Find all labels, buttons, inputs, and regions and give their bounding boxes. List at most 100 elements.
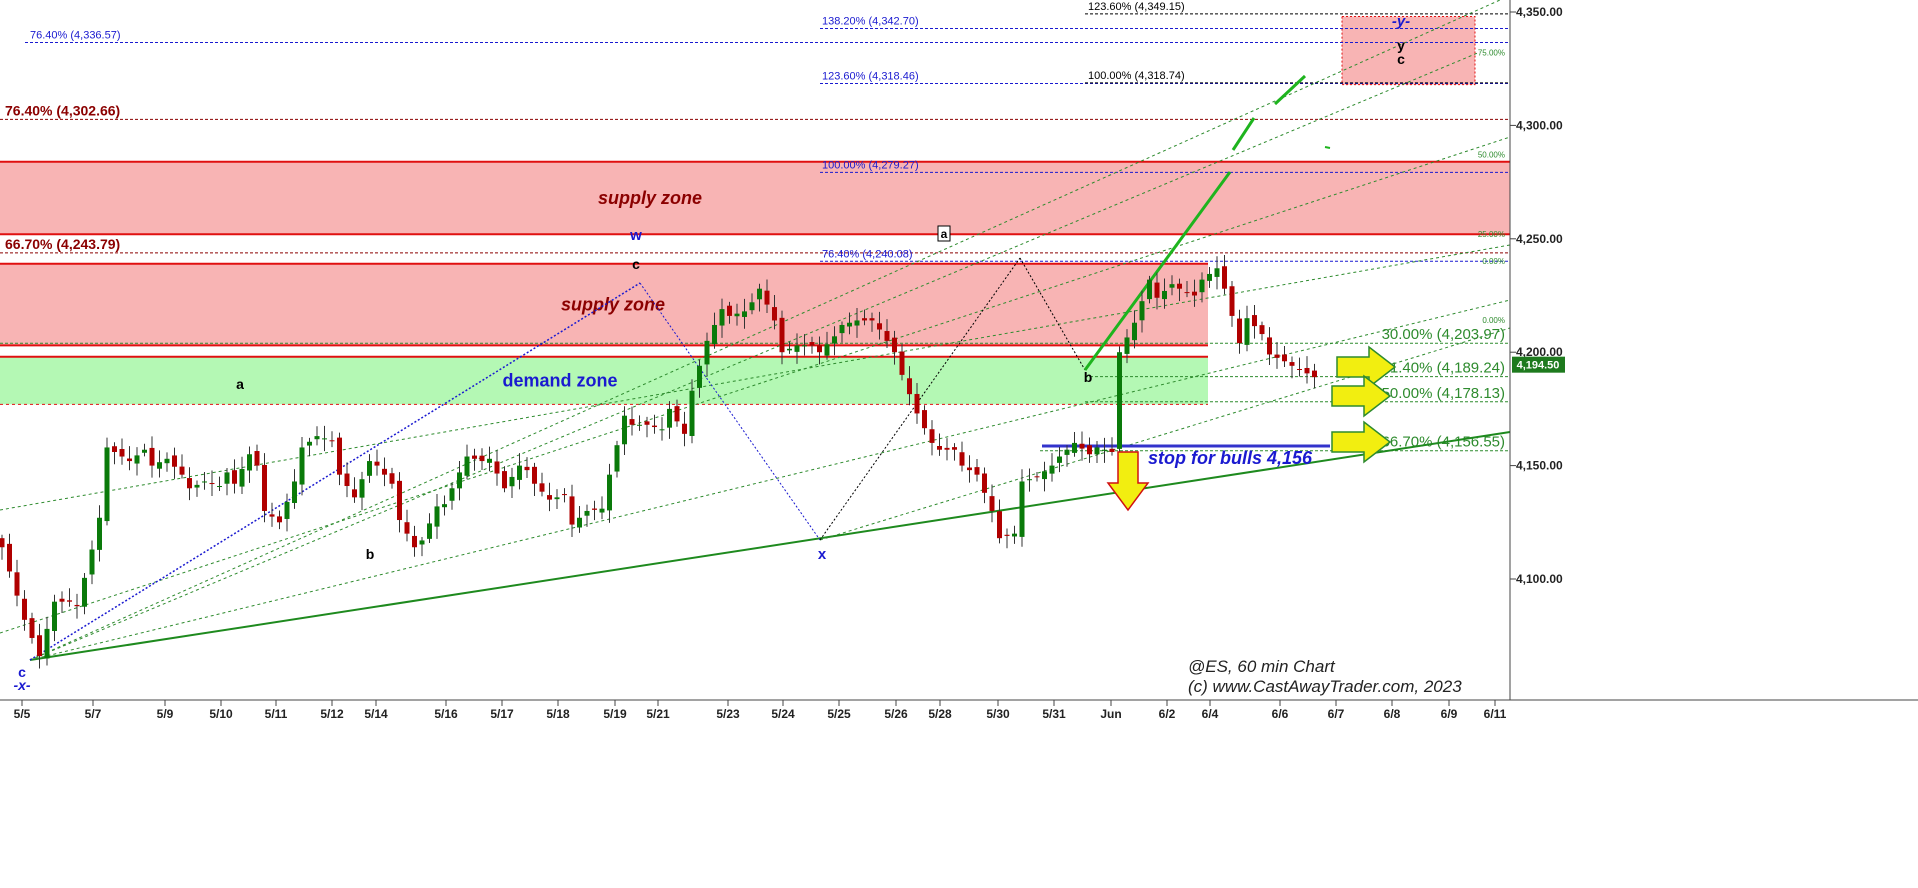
candle-body — [427, 523, 432, 539]
candle-body — [382, 468, 387, 475]
candle-body — [412, 535, 417, 548]
candle-body — [269, 514, 275, 517]
candle-body — [922, 410, 927, 429]
candle-body — [67, 600, 72, 602]
candle-body — [329, 440, 335, 442]
candle-body — [1124, 337, 1130, 354]
candle-body — [194, 484, 200, 488]
candle-body — [322, 438, 327, 440]
candle-body — [1222, 266, 1227, 289]
candle-body — [1072, 442, 1077, 453]
candle-body — [127, 458, 132, 462]
small-level-label: 25.00% — [1478, 230, 1505, 239]
candle-body — [592, 508, 597, 510]
x-tick-label: 5/12 — [320, 707, 344, 721]
x-tick-label: 5/9 — [157, 707, 174, 721]
wave-label: w — [629, 227, 642, 244]
candle-body — [1102, 449, 1107, 451]
wave-label: a — [236, 376, 244, 392]
candle-body — [839, 324, 845, 334]
fib-level-label: 50.00% (4,178.13) — [1382, 385, 1505, 402]
candle-body — [757, 288, 762, 300]
wave-label-box — [937, 225, 951, 242]
candle-body — [1289, 362, 1295, 366]
fib-level-label: 100.00% (4,318.74) — [1088, 70, 1185, 82]
candle-body — [644, 421, 650, 425]
candle-body — [659, 429, 665, 431]
candle-body — [1237, 318, 1242, 344]
candle-body — [584, 510, 590, 516]
x-tick-label: 6/8 — [1384, 707, 1401, 721]
candle-body — [869, 318, 875, 321]
candle-body — [1199, 279, 1205, 293]
candle-body — [187, 478, 192, 489]
candle-body — [419, 540, 425, 545]
last-price-label: 4,194.50 — [1517, 360, 1560, 372]
small-level-label: 0.00% — [1482, 316, 1505, 325]
candle-body — [397, 480, 402, 521]
x-tick-label: 5/11 — [265, 707, 288, 721]
candle-body — [959, 452, 965, 466]
candle-body — [914, 393, 920, 414]
candle-body — [1154, 282, 1160, 298]
candle-body — [277, 516, 282, 523]
candle-body — [1214, 268, 1220, 277]
fib-level-label: 138.20% (4,342.70) — [822, 16, 919, 28]
candle-body — [457, 472, 462, 489]
x-tick-label: 6/4 — [1202, 707, 1219, 721]
candle-body — [359, 479, 365, 498]
x-tick-label: Jun — [1100, 707, 1121, 721]
trend-line — [1231, 117, 1256, 151]
trend-line — [29, 431, 1511, 661]
candle-body — [787, 348, 792, 351]
candle-body — [1049, 465, 1055, 474]
candle-body — [1132, 322, 1137, 341]
candle-body — [937, 445, 942, 450]
candle-body — [502, 471, 507, 489]
candle-body — [142, 449, 147, 453]
candle-body — [134, 455, 140, 464]
candle-body — [164, 458, 170, 464]
candle-body — [524, 466, 530, 471]
candle-body — [809, 342, 815, 346]
candle-body — [284, 501, 290, 519]
candle-body — [629, 419, 635, 425]
candle-body — [974, 467, 980, 475]
candle-body — [697, 365, 702, 388]
candle-body — [44, 628, 50, 659]
candle-body — [82, 577, 87, 607]
candle-body — [1019, 481, 1025, 537]
candle-body — [104, 447, 110, 522]
candle-body — [1229, 286, 1235, 316]
candle-body — [262, 464, 267, 511]
candle-body — [374, 461, 380, 466]
candle-body — [1192, 291, 1197, 296]
small-level-label: 50.00% — [1478, 150, 1505, 159]
candle-body — [689, 390, 695, 436]
candle-body — [749, 302, 755, 311]
candle-body — [1057, 456, 1062, 463]
candle-body — [442, 504, 447, 508]
candle-body — [952, 447, 957, 450]
candle-body — [149, 447, 155, 466]
wave-label: -y- — [1392, 13, 1410, 30]
candle-body — [712, 324, 717, 345]
trend-line — [29, 299, 1511, 661]
candle-body — [1139, 301, 1145, 321]
x-tick-label: 6/9 — [1441, 707, 1458, 721]
candle-body — [1259, 325, 1265, 335]
candle-body — [967, 467, 972, 471]
candle-body — [682, 423, 687, 434]
candle-body — [112, 446, 117, 452]
candle-body — [1094, 447, 1100, 455]
y-tick-label: 4,300.00 — [1516, 118, 1563, 132]
trend-line — [1324, 146, 1331, 149]
candle-body — [892, 337, 897, 353]
candle-body — [982, 473, 987, 493]
right-arrow-icon — [1336, 345, 1397, 389]
x-tick-label: 6/7 — [1328, 707, 1345, 721]
zone-3 — [1342, 16, 1475, 85]
candle-body — [509, 476, 515, 487]
x-tick-label: 5/5 — [14, 707, 31, 721]
candle-body — [74, 604, 80, 607]
